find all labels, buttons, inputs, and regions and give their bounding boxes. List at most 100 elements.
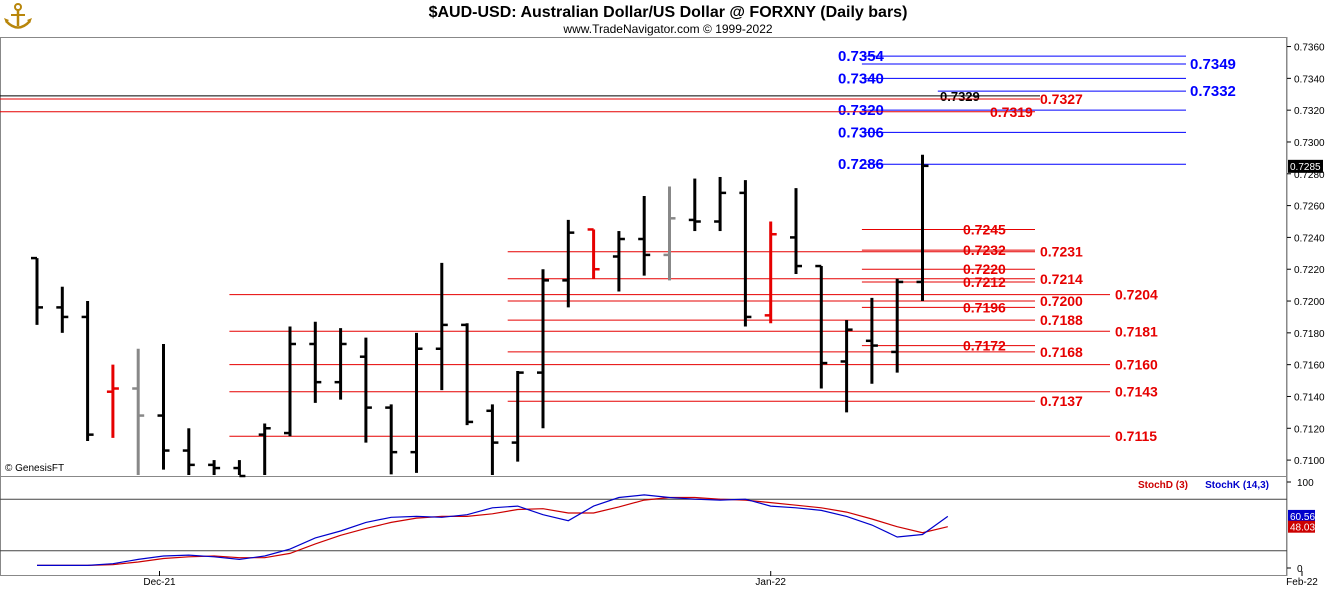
stoch-k-legend: StochK (14,3) [1205, 480, 1269, 491]
price-tick-label: 0.7240 [1294, 233, 1325, 244]
ohlc-bar [284, 326, 296, 437]
level-label: 0.7320 [838, 102, 884, 119]
level-label: 0.7214 [1040, 271, 1083, 287]
date-axis: Dec-21 Jan-22 Feb-22 [143, 571, 1318, 588]
ohlc-bar [435, 262, 448, 391]
ohlc-bar [208, 460, 221, 475]
stoch-k-value: 60.56 [1290, 512, 1315, 523]
level-label: 0.7232 [963, 242, 1006, 258]
ohlc-bar [157, 343, 170, 470]
ohlc-bar [132, 348, 145, 475]
level-label: 0.7115 [1115, 428, 1157, 444]
level-label: 0.7204 [1115, 287, 1158, 303]
last-price-tag: 0.7285 [1288, 159, 1323, 173]
ohlc-bar [764, 221, 777, 324]
price-tick-label: 0.7200 [1294, 297, 1325, 308]
ohlc-bar [562, 219, 575, 308]
level-label: 0.7220 [963, 261, 1006, 277]
level-label: 0.7188 [1040, 312, 1083, 328]
chart-subtitle: www.TradeNavigator.com © 1999-2022 [562, 22, 772, 36]
bars-layer [31, 154, 929, 478]
level-label: 0.7212 [963, 274, 1006, 290]
ohlc-bar [587, 228, 600, 279]
date-tick-label: Feb-22 [1286, 577, 1318, 588]
watermark: © GenesisFT [5, 463, 64, 474]
ohlc-bar [612, 231, 625, 292]
ohlc-bar [891, 278, 904, 373]
last-price-value: 0.7285 [1290, 162, 1321, 173]
price-tick-label: 0.7340 [1294, 74, 1325, 85]
stoch-d-tag: 48.03 [1288, 520, 1315, 534]
stoch-tick-label: 100 [1297, 478, 1314, 489]
stoch-pane-frame [0, 476, 1287, 576]
levels-layer: 0.7354 0.7349 0.7340 0.7332 0.7329 0.7327 0.73… [0, 48, 1236, 444]
stochastic-pane: 0 100 [0, 478, 1314, 575]
stoch-k-tag: 60.56 [1288, 509, 1315, 523]
level-label: 0.7319 [990, 104, 1033, 120]
level-label: 0.7329 [940, 89, 980, 104]
ohlc-bar [359, 337, 372, 443]
ohlc-bar [461, 323, 474, 426]
ohlc-bar [233, 460, 246, 478]
ohlc-bar [106, 364, 119, 438]
ohlc-bar [537, 269, 549, 429]
level-label: 0.7160 [1115, 357, 1158, 373]
header: $AUD-USD: Australian Dollar/US Dollar @ … [4, 3, 907, 36]
price-tick-label: 0.7260 [1294, 202, 1325, 213]
price-tick-label: 0.7140 [1294, 392, 1325, 403]
stoch-tick-label: 0 [1297, 564, 1303, 575]
ohlc-bar [182, 428, 195, 475]
level-label: 0.7245 [963, 221, 1006, 237]
stoch-d-line [37, 496, 948, 567]
level-label: 0.7332 [1190, 83, 1236, 100]
price-axis: 0.7100 0.7120 0.7140 0.7160 0.7180 0.7200 0.72… [1287, 43, 1325, 467]
level-label: 0.7143 [1115, 384, 1158, 400]
level-label: 0.7231 [1040, 244, 1083, 260]
ohlc-bar [410, 332, 423, 473]
ohlc-bar [688, 178, 701, 232]
ohlc-bar [815, 264, 828, 389]
date-tick-label: Jan-22 [755, 577, 786, 588]
ohlc-bar [790, 188, 802, 274]
ohlc-bar [638, 196, 651, 276]
ohlc-bar [714, 176, 727, 232]
ohlc-bar [258, 423, 271, 475]
stoch-d-legend: StochD (3) [1138, 480, 1188, 491]
price-tick-label: 0.7220 [1294, 265, 1325, 276]
ohlc-bar [309, 321, 322, 403]
level-label: 0.7172 [963, 338, 1006, 354]
price-tick-label: 0.7320 [1294, 106, 1325, 117]
ohlc-bar [81, 301, 94, 442]
price-tick-label: 0.7300 [1294, 138, 1325, 149]
price-tick-label: 0.7360 [1294, 43, 1325, 54]
price-tick-label: 0.7160 [1294, 361, 1325, 372]
anchor-logo-icon [4, 3, 32, 29]
ohlc-bar [56, 286, 69, 333]
ohlc-bar [840, 320, 853, 413]
ohlc-bar [739, 180, 752, 327]
date-tick-label: Dec-21 [143, 577, 176, 588]
level-label: 0.7137 [1040, 393, 1083, 409]
level-label: 0.7181 [1115, 323, 1158, 339]
level-label: 0.7306 [838, 124, 884, 141]
price-tick-label: 0.7180 [1294, 329, 1325, 340]
ohlc-bar [511, 371, 524, 462]
level-label: 0.7340 [838, 70, 884, 87]
level-label: 0.7327 [1040, 91, 1083, 107]
ohlc-bar [486, 404, 499, 475]
stoch-d-value: 48.03 [1290, 523, 1315, 534]
ohlc-bar [865, 297, 878, 384]
price-tick-label: 0.7280 [1294, 170, 1325, 181]
level-label: 0.7349 [1190, 56, 1236, 73]
ohlc-bar [31, 256, 43, 325]
level-label: 0.7286 [838, 156, 884, 173]
level-label: 0.7196 [963, 299, 1006, 315]
level-label: 0.7354 [838, 48, 885, 65]
price-tick-label: 0.7120 [1294, 424, 1325, 435]
ohlc-bar [334, 328, 347, 400]
ohlc-bar [385, 404, 398, 475]
level-label: 0.7200 [1040, 293, 1083, 309]
level-label: 0.7168 [1040, 344, 1083, 360]
ohlc-bar [663, 186, 676, 281]
